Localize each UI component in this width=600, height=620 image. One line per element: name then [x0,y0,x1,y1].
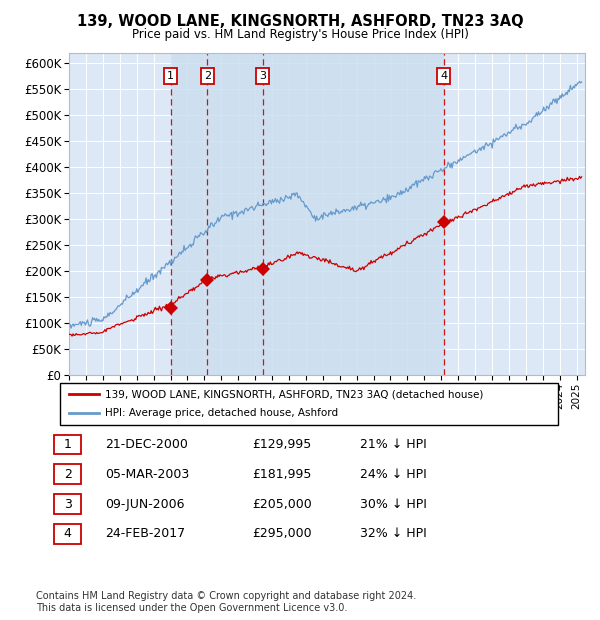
Text: Contains HM Land Registry data © Crown copyright and database right 2024.
This d: Contains HM Land Registry data © Crown c… [36,591,416,613]
Text: 4: 4 [64,528,72,540]
Text: 2: 2 [64,468,72,481]
Text: Price paid vs. HM Land Registry's House Price Index (HPI): Price paid vs. HM Land Registry's House … [131,28,469,41]
Text: 30% ↓ HPI: 30% ↓ HPI [360,498,427,510]
Text: 32% ↓ HPI: 32% ↓ HPI [360,528,427,540]
Text: 24% ↓ HPI: 24% ↓ HPI [360,468,427,481]
Text: 3: 3 [64,498,72,510]
Text: £295,000: £295,000 [252,528,311,540]
Text: 1: 1 [64,438,72,451]
Text: 05-MAR-2003: 05-MAR-2003 [105,468,189,481]
Text: 139, WOOD LANE, KINGSNORTH, ASHFORD, TN23 3AQ: 139, WOOD LANE, KINGSNORTH, ASHFORD, TN2… [77,14,523,29]
Text: 3: 3 [259,71,266,81]
Text: 24-FEB-2017: 24-FEB-2017 [105,528,185,540]
Text: 2: 2 [204,71,211,81]
Text: £129,995: £129,995 [252,438,311,451]
Text: 21% ↓ HPI: 21% ↓ HPI [360,438,427,451]
Text: 4: 4 [440,71,447,81]
Text: 1: 1 [167,71,174,81]
Text: 139, WOOD LANE, KINGSNORTH, ASHFORD, TN23 3AQ (detached house): 139, WOOD LANE, KINGSNORTH, ASHFORD, TN2… [105,389,484,399]
Bar [170,53,444,375]
Text: £181,995: £181,995 [252,468,311,481]
Text: 21-DEC-2000: 21-DEC-2000 [105,438,188,451]
Text: HPI: Average price, detached house, Ashford: HPI: Average price, detached house, Ashf… [105,408,338,418]
Text: 09-JUN-2006: 09-JUN-2006 [105,498,185,510]
Text: £205,000: £205,000 [252,498,312,510]
